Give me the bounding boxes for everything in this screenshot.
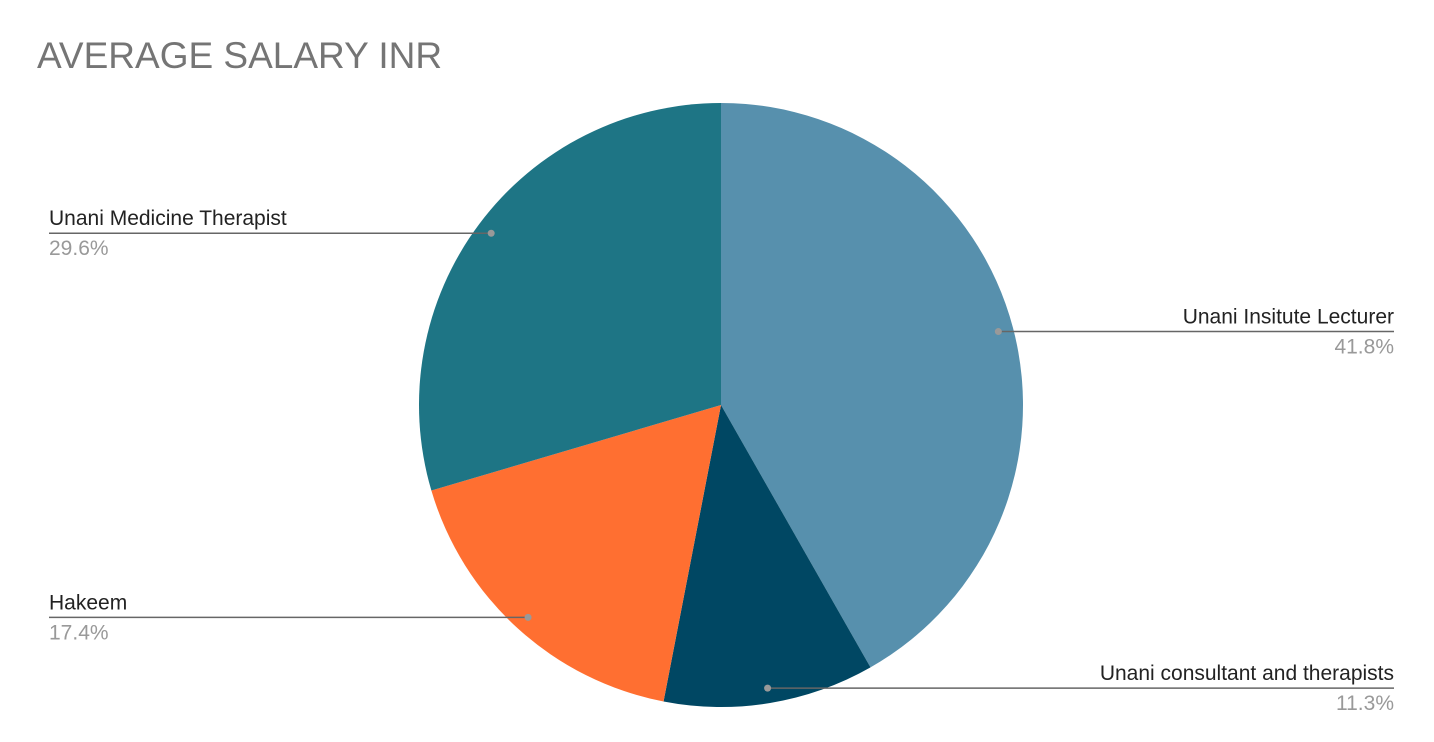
chart-title: AVERAGE SALARY INR (37, 35, 442, 76)
slice-value-label: 11.3% (1336, 692, 1394, 715)
leader-dot (764, 684, 772, 692)
slice-value-label: 17.4% (49, 621, 109, 644)
pie-slice (431, 405, 721, 702)
slice-label: Unani Insitute Lecturer (1183, 306, 1394, 329)
pie-slice (419, 103, 721, 491)
slice-label: Unani consultant and therapists (1100, 662, 1394, 685)
slice-value-label: 41.8% (1334, 336, 1394, 359)
leader-dot (994, 328, 1002, 336)
slice-value-label: 29.6% (49, 237, 109, 260)
slice-label: Hakeem (49, 591, 127, 614)
leader-dot (524, 613, 532, 621)
pie-slice (721, 103, 1023, 668)
leader-dot (487, 229, 495, 237)
slice-label: Unani Medicine Therapist (49, 207, 287, 230)
pie-slice (663, 405, 871, 707)
